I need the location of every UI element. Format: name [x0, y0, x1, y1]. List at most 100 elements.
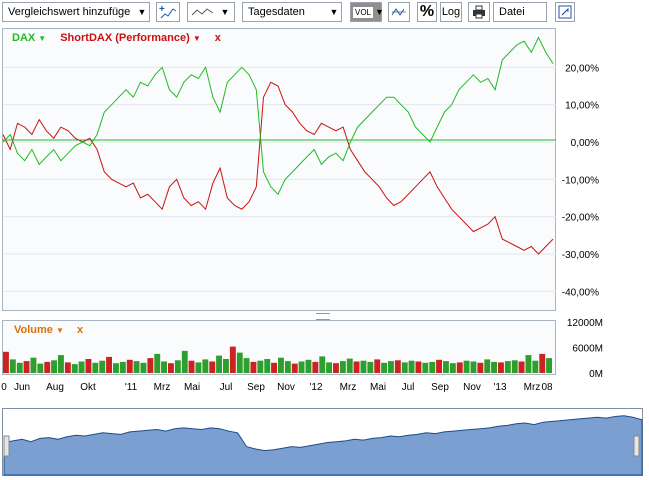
- chevron-down-icon: ▼: [55, 326, 64, 335]
- volume-tick-label: 12000M: [567, 318, 603, 329]
- interval-dropdown[interactable]: Tagesdaten ▼: [242, 2, 342, 22]
- x-tick-label: Jun: [14, 382, 30, 393]
- x-tick-label: Mrz: [524, 382, 541, 393]
- volume-bar: [298, 361, 305, 373]
- volume-bar: [51, 360, 57, 374]
- resize-handle[interactable]: [316, 313, 330, 320]
- x-tick-label: 08: [541, 382, 553, 393]
- x-axis-labels: 0 Jun Aug Okt '11 Mrz Mai Jul Sep Nov '12 Mrz Mai Jul…: [1, 382, 553, 393]
- volume-bar: [546, 358, 552, 373]
- x-tick-label: Sep: [247, 382, 265, 393]
- volume-bar: [30, 357, 37, 373]
- volume-bar: [278, 357, 284, 373]
- navigator-left-handle[interactable]: [3, 435, 10, 457]
- volume-bar: [23, 361, 30, 373]
- volume-bar: [388, 361, 394, 373]
- vol-label: VOL: [353, 6, 374, 18]
- volume-bar: [284, 361, 291, 373]
- add-indicator-button[interactable]: +: [156, 2, 180, 22]
- volume-bar: [119, 361, 126, 373]
- volume-bar: [181, 350, 188, 373]
- navigator-area: [3, 415, 643, 476]
- add-indicator-icon: +: [159, 4, 177, 19]
- volume-bar: [16, 362, 23, 373]
- volume-bar: [498, 362, 504, 373]
- volume-bar: [229, 346, 236, 373]
- percent-button[interactable]: %: [417, 2, 437, 22]
- x-tick-label: Mai: [370, 382, 386, 393]
- dax-line: [2, 36, 554, 196]
- volume-bar: [99, 360, 106, 373]
- volume-bar: [168, 363, 174, 373]
- y-tick-label: 20,00%: [565, 63, 599, 74]
- chevron-down-icon: ▼: [329, 7, 339, 17]
- svg-text:+: +: [159, 4, 165, 15]
- volume-bar: [443, 361, 449, 373]
- legend-dax[interactable]: DAX ▼: [12, 32, 46, 44]
- volume-bar: [271, 362, 277, 373]
- volume-bar: [374, 359, 381, 373]
- volume-bar: [250, 361, 257, 373]
- compare-dropdown[interactable]: Vergleichswert hinzufüge ▼: [2, 2, 150, 22]
- legend-shortdax[interactable]: ShortDAX (Performance) ▼: [60, 32, 201, 44]
- volume-bar: [449, 363, 456, 373]
- volume-bar: [126, 359, 133, 373]
- volume-bar: [140, 362, 147, 373]
- volume-bar: [223, 359, 229, 373]
- volume-bar: [491, 361, 497, 373]
- x-tick-label: Jul: [402, 382, 415, 393]
- compare-dropdown-label: Vergleichswert hinzufüge: [8, 6, 131, 18]
- print-button[interactable]: [468, 2, 490, 22]
- volume-bar: [326, 362, 332, 373]
- volume-bar: [216, 355, 222, 373]
- volume-bar: [525, 355, 532, 373]
- interval-label: Tagesdaten: [248, 6, 305, 18]
- volume-bar: [291, 363, 298, 373]
- expand-icon: [558, 5, 572, 19]
- x-tick-label: Okt: [80, 382, 96, 393]
- y-tick-label: -30,00%: [562, 250, 599, 261]
- volume-bar: [188, 360, 195, 373]
- volume-bar: [264, 359, 271, 373]
- x-tick-label: Mrz: [154, 382, 171, 393]
- volume-bar: [9, 359, 16, 373]
- chart-type-dropdown[interactable]: ▼: [187, 2, 235, 22]
- volume-bar: [353, 361, 360, 373]
- remove-volume-button[interactable]: x: [76, 324, 84, 336]
- navigator-right-handle[interactable]: [633, 435, 640, 457]
- volume-bar: [243, 358, 250, 373]
- volume-bar: [147, 358, 154, 373]
- y-axis-ticks: 20,00% 10,00% 0,00% -10,00% -20,00% -30,00% -4…: [562, 63, 599, 298]
- volume-bar: [367, 361, 374, 373]
- percent-label: %: [419, 3, 435, 20]
- x-tick-label: Aug: [46, 382, 64, 393]
- file-button[interactable]: Datei: [493, 2, 547, 22]
- x-tick-label: Nov: [277, 382, 295, 393]
- x-tick-label: Mrz: [340, 382, 357, 393]
- price-chart-panel: [2, 28, 556, 311]
- volume-bars: [3, 346, 552, 374]
- volume-bar: [456, 362, 463, 373]
- volume-bar: [174, 360, 181, 374]
- indicator-button[interactable]: [388, 2, 410, 22]
- volume-bar: [415, 361, 422, 373]
- volume-toggle-button[interactable]: VOL ▼: [350, 2, 384, 22]
- log-button[interactable]: Log: [440, 2, 462, 22]
- volume-bar: [504, 361, 511, 373]
- volume-y-ticks: 0M 6000M 12000M: [567, 318, 603, 380]
- volume-bar: [209, 361, 216, 373]
- chevron-down-icon: ▼: [38, 34, 47, 43]
- line-chart-icon: [191, 8, 214, 16]
- volume-legend: Volume ▼ x: [14, 324, 83, 336]
- volume-bar: [477, 362, 484, 373]
- oscillator-icon: [391, 8, 406, 16]
- fullscreen-button[interactable]: [555, 2, 575, 22]
- chevron-down-icon: ▼: [192, 34, 201, 43]
- volume-bar: [202, 359, 209, 373]
- volume-bar: [532, 360, 539, 373]
- y-tick-label: 10,00%: [565, 101, 599, 112]
- remove-shortdax-button[interactable]: x: [214, 32, 221, 44]
